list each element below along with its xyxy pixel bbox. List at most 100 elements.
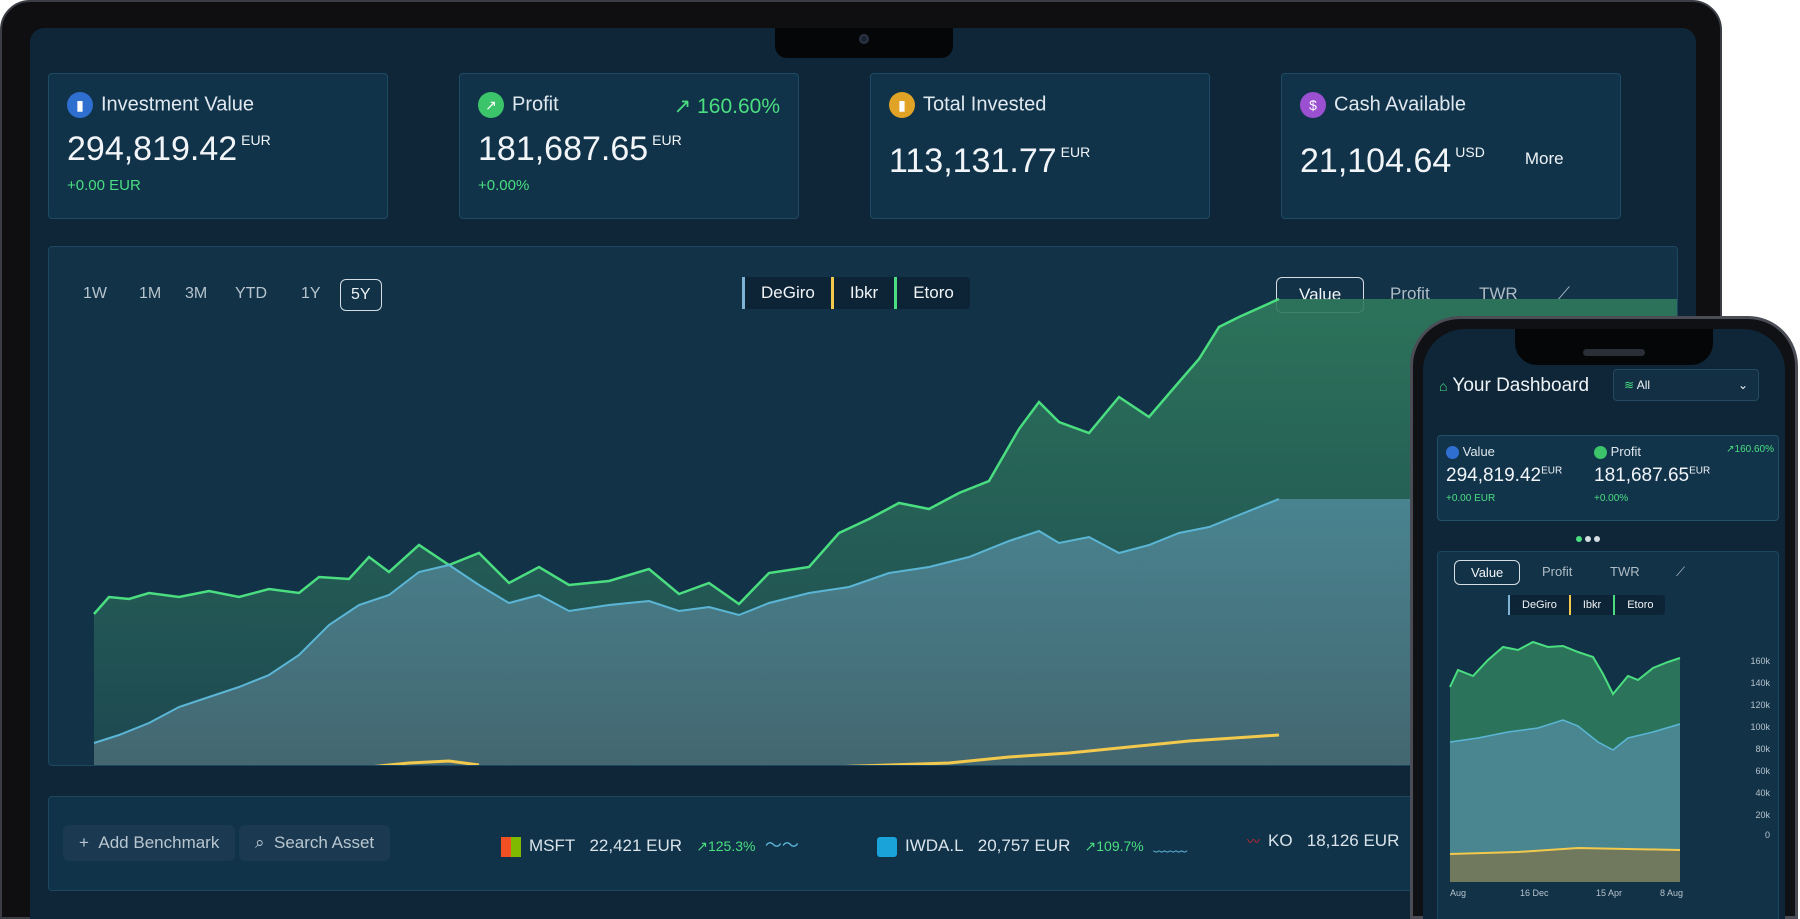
cash-available-card: $ Cash Available 21,104.64 USD More	[1281, 73, 1621, 219]
card-label: Profit	[512, 93, 559, 116]
laptop-screen: ▮ Investment Value 294,819.42 EUR +0.00 EU…	[30, 28, 1696, 919]
bar-chart-icon: ▮	[889, 92, 915, 118]
phone-broker-degiro[interactable]: DeGiro	[1508, 595, 1569, 615]
trend-up-icon: ↗	[478, 92, 504, 118]
y-tick: 60k	[1755, 766, 1770, 776]
tab-twr[interactable]: TWR	[1479, 284, 1518, 303]
x-tick: Aug	[1450, 888, 1467, 898]
phone-tab-value[interactable]: Value	[1454, 560, 1521, 585]
card-change: +0.00%	[478, 177, 530, 194]
phone-notch	[1515, 329, 1713, 365]
phone-screen: ⌂ Your Dashboard ≋ All ⌄ Value 294,819.42…	[1423, 329, 1785, 919]
camera-notch	[775, 28, 953, 58]
phone-broker-etoro[interactable]: Etoro	[1613, 595, 1665, 615]
trend-up-icon	[1594, 446, 1607, 460]
portfolio-area-chart	[93, 297, 1677, 765]
sparkline-icon: 〜〜	[764, 836, 799, 855]
card-change: +0.00	[67, 177, 105, 194]
broker-ibkr[interactable]: Ibkr	[830, 277, 894, 309]
y-tick: 20k	[1755, 810, 1770, 820]
y-tick: 140k	[1750, 678, 1770, 688]
add-benchmark-button[interactable]: + Add Benchmark	[63, 825, 236, 861]
profit-card: ↗ Profit ↗ 160.60% 181,687.65 EUR +0.00%	[459, 73, 799, 219]
cash-line	[373, 733, 1280, 765]
asset-msft[interactable]: MSFT 22,421 EUR ↗125.3% 〜〜	[501, 831, 799, 857]
plus-icon: +	[79, 833, 89, 852]
card-label: Investment Value	[101, 93, 255, 116]
y-tick: 100k	[1750, 722, 1770, 732]
phone-invested-line	[1449, 719, 1681, 751]
laptop-frame: ▮ Investment Value 294,819.42 EUR +0.00 EU…	[0, 0, 1722, 919]
asset-iwda[interactable]: IWDA.L 20,757 EUR ↗109.7% ﹏﹏	[877, 831, 1187, 857]
range-ytd[interactable]: YTD	[235, 285, 267, 302]
phone-title: ⌂ Your Dashboard	[1439, 375, 1590, 396]
x-tick: 15 Apr	[1596, 888, 1623, 898]
portfolio-selector[interactable]: ≋ All ⌄	[1613, 369, 1759, 401]
card-value: 294,819.42	[67, 130, 238, 168]
phone-cash-area	[1450, 848, 1680, 882]
phone-frame: ⌂ Your Dashboard ≋ All ⌄ Value 294,819.42…	[1410, 316, 1798, 919]
phone-profit-card: Profit ↗160.60% 181,687.65EUR +0.00%	[1594, 444, 1774, 505]
phone-broker-filter: DeGiro Ibkr Etoro	[1508, 595, 1666, 615]
range-1m[interactable]: 1M	[139, 285, 162, 302]
more-link[interactable]: More	[1524, 149, 1564, 169]
range-1w[interactable]: 1W	[83, 285, 107, 302]
phone-tab-profit[interactable]: Profit	[1542, 564, 1573, 579]
card-currency: EUR	[652, 132, 682, 148]
y-tick: 80k	[1755, 744, 1770, 754]
coca-cola-logo-icon: 〰	[1247, 834, 1261, 849]
y-tick: 40k	[1755, 788, 1770, 798]
y-tick: 160k	[1750, 656, 1770, 666]
x-tick: 8 Aug	[1660, 888, 1684, 898]
dollar-icon: $	[1300, 92, 1326, 118]
range-5y[interactable]: 5Y	[340, 279, 382, 311]
phone-value-card: Value 294,819.42EUR +0.00 EUR	[1446, 444, 1563, 505]
card-currency: EUR	[1060, 144, 1091, 160]
tab-profit[interactable]: Profit	[1390, 284, 1430, 303]
investment-value-card: ▮ Investment Value 294,819.42 EUR +0.00 EU…	[48, 73, 388, 219]
phone-invested-area	[1450, 720, 1680, 882]
range-1y[interactable]: 1Y	[301, 285, 321, 302]
card-value: 181,687.65	[478, 130, 649, 168]
search-icon: ⌕	[255, 833, 265, 852]
profit-percent: ↗ 160.60%	[673, 95, 780, 118]
card-value: 21,104.64	[1300, 142, 1452, 180]
card-label: Cash Available	[1334, 93, 1466, 116]
range-3m[interactable]: 3M	[185, 285, 208, 302]
camera-icon	[859, 34, 869, 44]
line-chart-icon[interactable]: ⟋	[1676, 564, 1686, 579]
phone-value-line	[1449, 640, 1681, 696]
phone-chart-panel: Value Profit TWR ⟋ DeGiro Ibkr Etoro 160…	[1437, 551, 1779, 919]
phone-area-chart	[1449, 640, 1681, 882]
card-currency: EUR	[241, 132, 271, 148]
card-change-currency: EUR	[109, 177, 141, 194]
carousel-dots[interactable]	[1576, 529, 1603, 547]
broker-filter: DeGiro Ibkr Etoro	[742, 277, 970, 309]
card-label: Total Invested	[923, 93, 1047, 116]
invested-area	[94, 499, 1677, 765]
total-value-line	[93, 297, 1280, 615]
bar-chart-icon: ▮	[67, 92, 93, 118]
home-icon: ⌂	[1439, 378, 1448, 394]
y-tick: 0	[1764, 830, 1770, 840]
phone-broker-ibkr[interactable]: Ibkr	[1568, 595, 1613, 615]
total-invested-card: ▮ Total Invested 113,131.77 EUR	[870, 73, 1210, 219]
phone-cash-line	[1449, 846, 1681, 855]
layers-icon: ≋	[1624, 378, 1635, 392]
asset-ko[interactable]: 〰 KO 18,126 EUR	[1247, 831, 1400, 850]
line-chart-icon[interactable]: ⟋	[1558, 284, 1570, 303]
search-asset-button[interactable]: ⌕ Search Asset	[239, 825, 391, 861]
ishares-logo-icon	[877, 836, 897, 857]
broker-etoro[interactable]: Etoro	[894, 277, 970, 309]
msft-logo-icon	[501, 836, 521, 857]
invested-line	[93, 498, 1280, 744]
bar-chart-icon	[1446, 446, 1459, 460]
broker-degiro[interactable]: DeGiro	[742, 277, 831, 309]
speaker-icon	[1583, 349, 1645, 356]
x-tick: 16 Dec	[1520, 888, 1549, 898]
sparkline-icon: ﹏﹏	[1153, 836, 1188, 855]
y-tick: 120k	[1750, 700, 1770, 710]
card-value: 113,131.77	[889, 142, 1057, 180]
phone-summary-cards: Value 294,819.42EUR +0.00 EUR Profit ↗160…	[1437, 435, 1779, 521]
phone-tab-twr[interactable]: TWR	[1610, 564, 1640, 579]
